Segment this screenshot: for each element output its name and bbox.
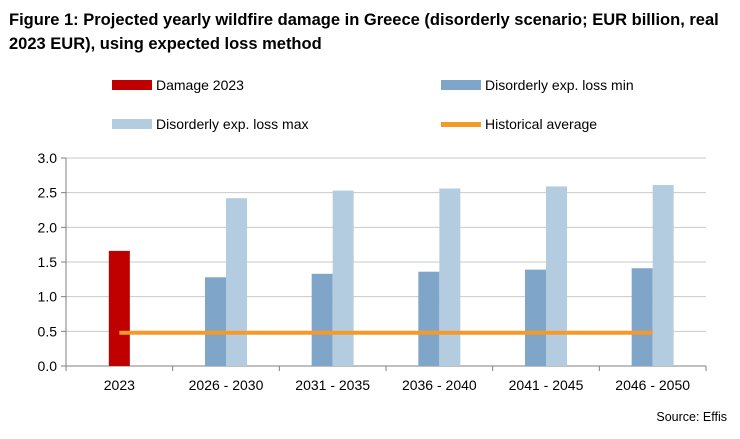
legend-swatch-historical-average xyxy=(441,121,481,127)
bar-disorderly-exp-loss-max-2031-2035 xyxy=(332,190,354,366)
y-tick-label: 0.5 xyxy=(38,323,58,339)
legend-swatch-exp-loss-min xyxy=(441,80,481,90)
y-tick-label: 1.5 xyxy=(38,254,58,270)
x-tick-label: 2031 - 2035 xyxy=(295,377,370,393)
x-tick-label: 2041 - 2045 xyxy=(509,377,584,393)
y-tick-label: 2.0 xyxy=(38,219,58,235)
bar-disorderly-exp-loss-max-2041-2045 xyxy=(546,186,567,366)
bar-disorderly-exp-loss-max-2036-2040 xyxy=(439,188,461,366)
source-note: Source: Effis xyxy=(656,410,727,424)
y-tick-label: 0.0 xyxy=(38,358,58,374)
bar-disorderly-exp-loss-max-2026-2030 xyxy=(226,198,247,366)
legend-swatch-exp-loss-max xyxy=(112,119,152,129)
legend-item-damage-2023: Damage 2023 xyxy=(112,75,244,95)
legend-label-damage-2023: Damage 2023 xyxy=(156,77,244,93)
legend-swatch-damage-2023 xyxy=(112,80,152,90)
legend-item-exp-loss-max: Disorderly exp. loss max xyxy=(112,114,309,134)
legend-item-historical-average: Historical average xyxy=(441,114,597,134)
legend-item-exp-loss-min: Disorderly exp. loss min xyxy=(441,75,634,95)
bar-disorderly-exp-loss-min-2026-2030 xyxy=(205,277,226,366)
bar-disorderly-exp-loss-min-2046-2050 xyxy=(631,268,653,366)
bar-disorderly-exp-loss-min-2041-2045 xyxy=(525,269,546,366)
y-tick-label: 3.0 xyxy=(38,150,58,166)
x-tick-label: 2036 - 2040 xyxy=(402,377,477,393)
bar-disorderly-exp-loss-min-2036-2040 xyxy=(418,271,440,366)
y-tick-label: 2.5 xyxy=(38,185,58,201)
bar-disorderly-exp-loss-max-2046-2050 xyxy=(652,185,674,366)
x-tick-label: 2046 - 2050 xyxy=(615,377,690,393)
legend-label-exp-loss-max: Disorderly exp. loss max xyxy=(156,116,309,132)
legend-label-exp-loss-min: Disorderly exp. loss min xyxy=(485,77,634,93)
bar-damage-2023-2023 xyxy=(108,250,130,366)
y-tick-label: 1.0 xyxy=(38,289,58,305)
bar-disorderly-exp-loss-min-2031-2035 xyxy=(311,273,333,366)
x-tick-label: 2026 - 2030 xyxy=(189,377,264,393)
x-tick-label: 2023 xyxy=(104,377,135,393)
chart-title: Figure 1: Projected yearly wildfire dama… xyxy=(9,11,719,53)
legend-label-historical-average: Historical average xyxy=(485,116,598,132)
